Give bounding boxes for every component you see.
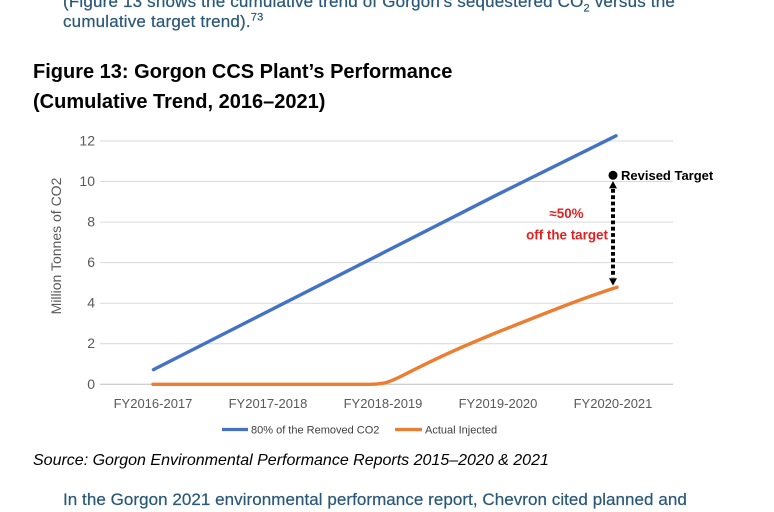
svg-text:4: 4 xyxy=(87,295,95,311)
svg-text:2: 2 xyxy=(87,335,95,351)
svg-text:≈50%: ≈50% xyxy=(549,206,583,221)
svg-text:12: 12 xyxy=(79,133,95,149)
svg-text:80% of the Removed CO2: 80% of the Removed CO2 xyxy=(251,425,379,437)
svg-text:FY2016-2017: FY2016-2017 xyxy=(114,396,193,411)
svg-text:off the target: off the target xyxy=(526,227,608,242)
svg-text:0: 0 xyxy=(87,376,95,392)
svg-text:FY2018-2019: FY2018-2019 xyxy=(344,396,423,411)
svg-text:FY2019-2020: FY2019-2020 xyxy=(459,396,538,411)
svg-text:6: 6 xyxy=(87,254,95,270)
svg-text:Revised Target: Revised Target xyxy=(621,168,714,183)
svg-text:Actual Injected: Actual Injected xyxy=(425,425,497,437)
svg-text:10: 10 xyxy=(79,173,95,189)
svg-text:FY2017-2018: FY2017-2018 xyxy=(229,396,308,411)
svg-text:FY2020-2021: FY2020-2021 xyxy=(574,396,653,411)
svg-text:8: 8 xyxy=(87,214,95,230)
svg-text:Million Tonnes of CO2: Million Tonnes of CO2 xyxy=(48,177,64,314)
